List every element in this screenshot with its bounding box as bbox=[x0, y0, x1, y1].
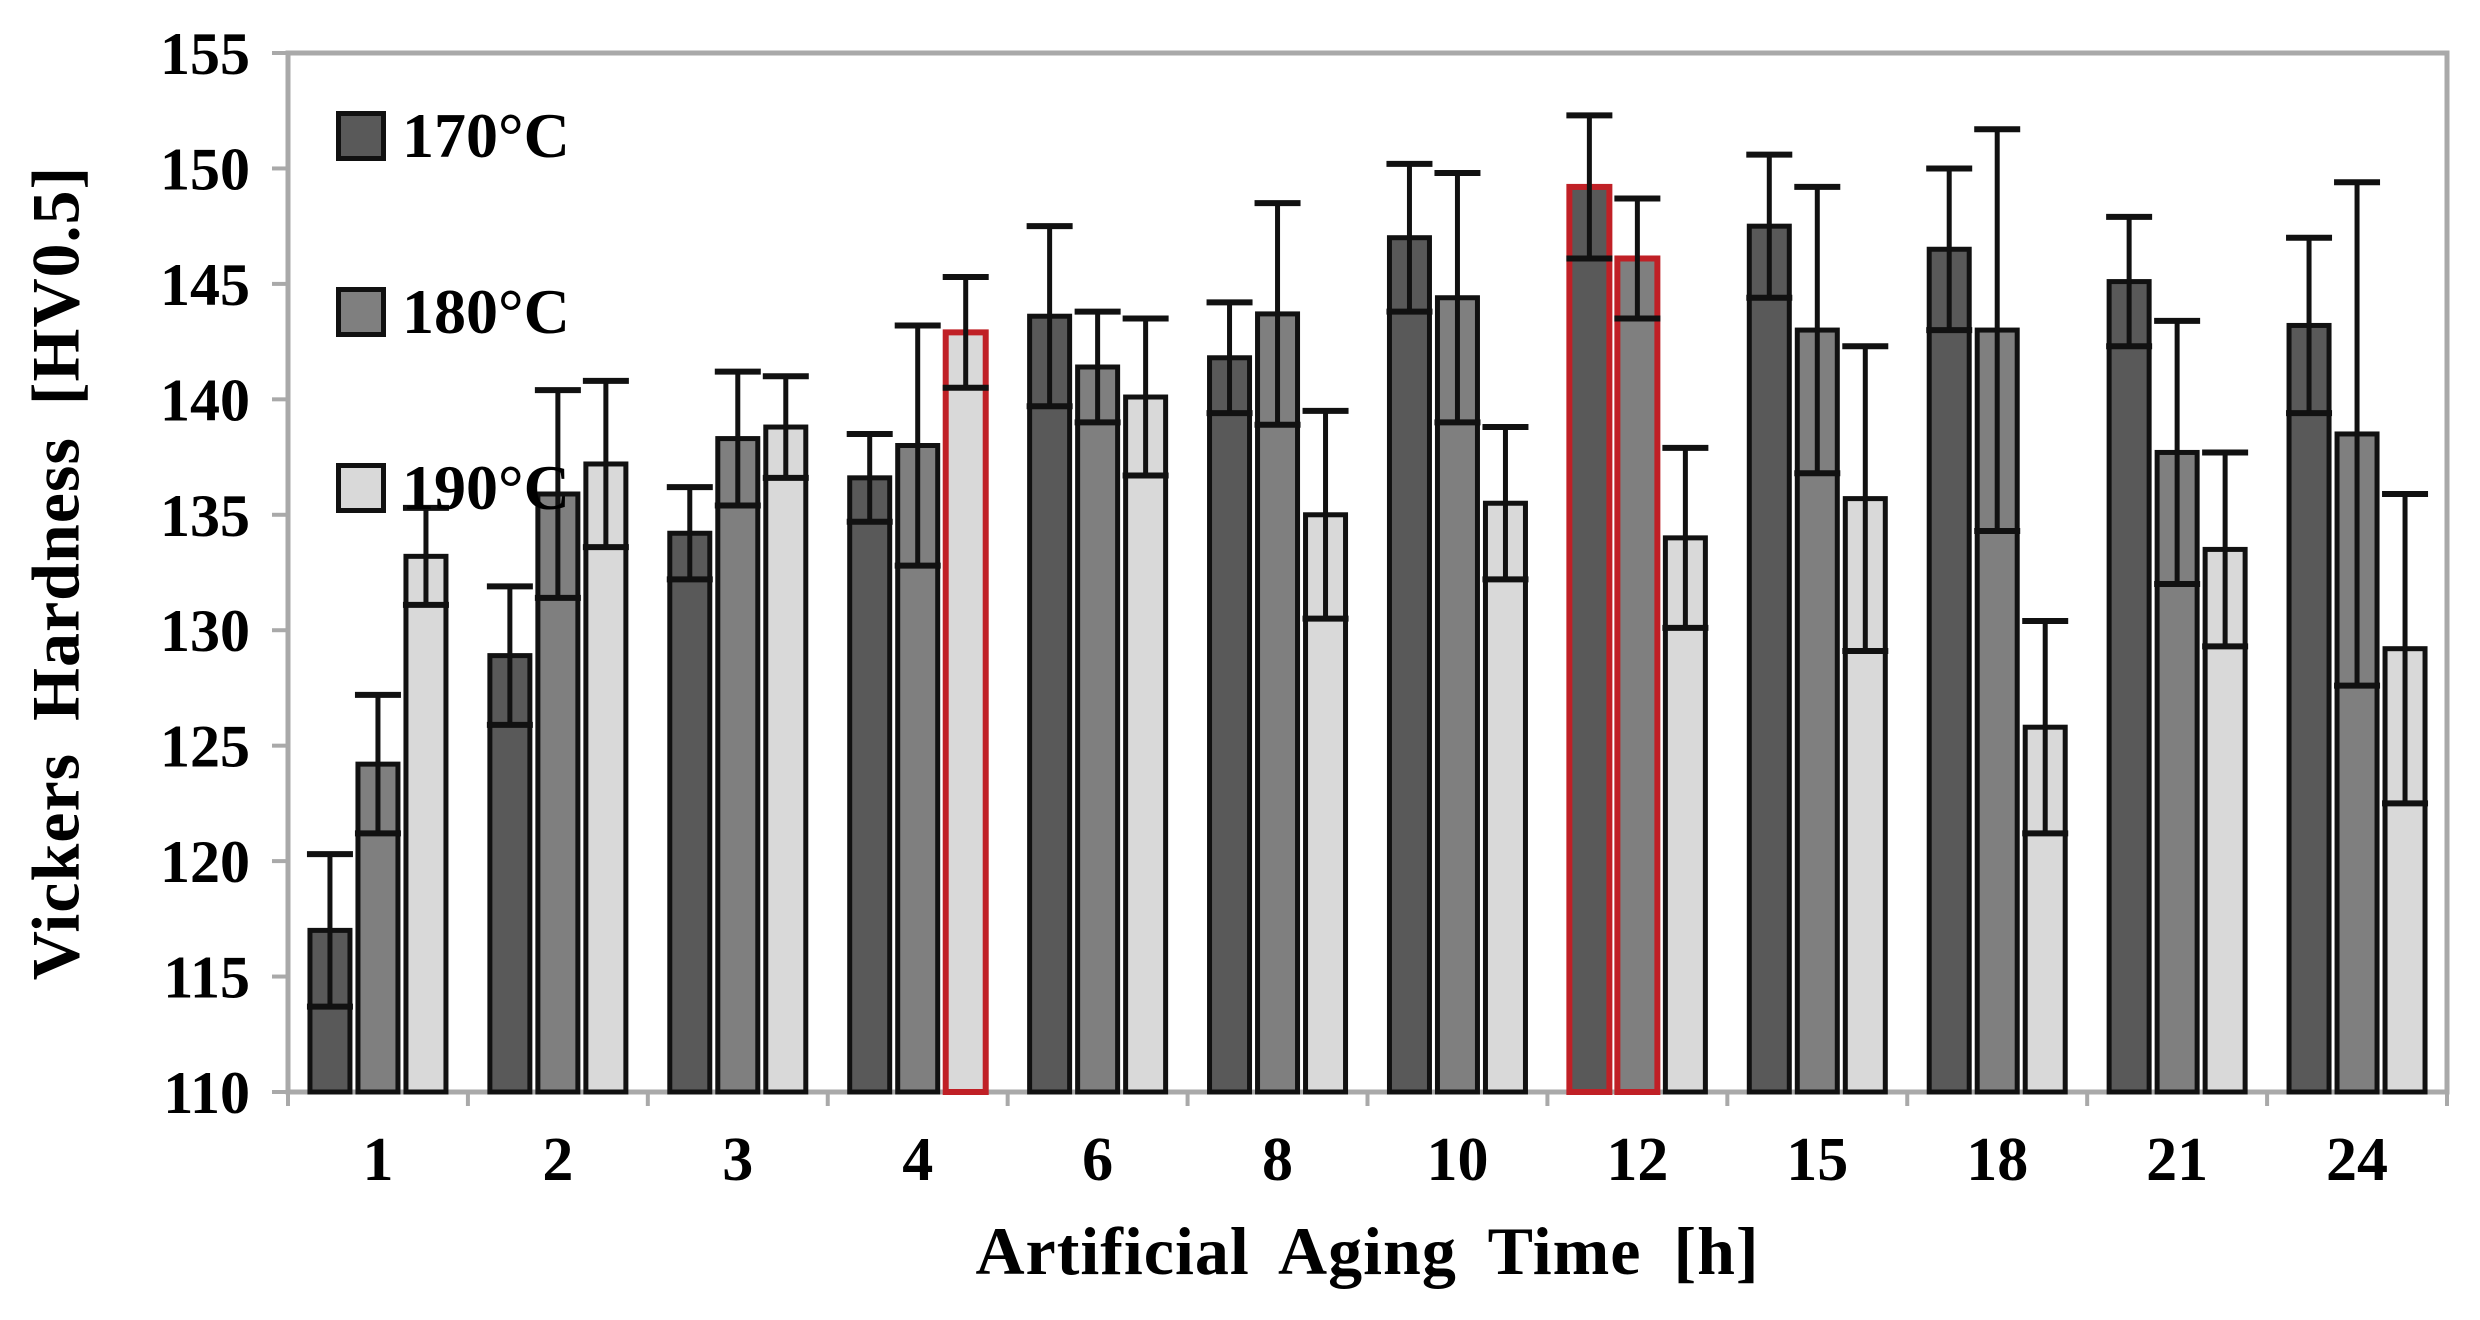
bar-180°C-3h bbox=[715, 436, 761, 1095]
y-tick-label-135: 135 bbox=[160, 483, 250, 549]
x-category-label-10h: 10 bbox=[1426, 1126, 1488, 1194]
legend-label-180c: 180°C bbox=[402, 276, 570, 347]
y-tick-label-155: 155 bbox=[160, 21, 250, 87]
bar-170°C-6h bbox=[1027, 313, 1073, 1095]
legend-item-170c: 170°C bbox=[336, 104, 570, 168]
legend-swatch-180c-icon bbox=[336, 287, 386, 337]
legend-swatch-190c-icon bbox=[336, 463, 386, 513]
y-tick-label-140: 140 bbox=[160, 367, 250, 433]
bar-190°C-6h bbox=[1123, 394, 1169, 1095]
bar-190°C-8h bbox=[1303, 512, 1349, 1095]
bar-170°C-10h bbox=[1386, 235, 1432, 1095]
bar-170°C-3h bbox=[667, 530, 713, 1095]
legend-item-180c: 180°C bbox=[336, 280, 570, 344]
y-tick-label-145: 145 bbox=[160, 252, 250, 318]
x-category-label-3h: 3 bbox=[722, 1126, 753, 1194]
x-category-label-12h: 12 bbox=[1606, 1126, 1668, 1194]
legend-swatch-170c-icon bbox=[336, 111, 386, 161]
x-category-label-8h: 8 bbox=[1262, 1126, 1293, 1194]
y-tick-label-120: 120 bbox=[160, 829, 250, 895]
y-axis-title: Vickers Hardness [HV0.5] bbox=[17, 165, 94, 981]
bar-180°C-12h bbox=[1614, 255, 1661, 1096]
y-tick-label-130: 130 bbox=[160, 598, 250, 664]
x-category-label-18h: 18 bbox=[1966, 1126, 2028, 1194]
y-tick-label-150: 150 bbox=[160, 136, 250, 202]
x-axis-title: Artificial Aging Time [h] bbox=[975, 1213, 1760, 1289]
legend: 170°C 180°C 190°C bbox=[336, 104, 570, 520]
y-tick-label-115: 115 bbox=[163, 945, 250, 1011]
bar-170°C-2h bbox=[487, 653, 533, 1095]
bar-170°C-8h bbox=[1207, 355, 1253, 1095]
y-tick-label-125: 125 bbox=[160, 714, 250, 780]
bar-170°C-12h bbox=[1566, 183, 1613, 1096]
bar-190°C-1h bbox=[403, 553, 449, 1095]
bar-190°C-3h bbox=[763, 424, 809, 1095]
legend-label-190c: 190°C bbox=[402, 452, 570, 523]
x-category-label-24h: 24 bbox=[2326, 1126, 2388, 1194]
x-category-label-15h: 15 bbox=[1786, 1126, 1848, 1194]
bar-180°C-6h bbox=[1075, 364, 1121, 1095]
bar-170°C-18h bbox=[1926, 246, 1972, 1095]
bar-190°C-2h bbox=[583, 461, 629, 1095]
bar-190°C-4h bbox=[942, 329, 989, 1095]
x-category-label-4h: 4 bbox=[902, 1126, 933, 1194]
bar-170°C-21h bbox=[2106, 279, 2152, 1095]
x-category-label-1h: 1 bbox=[362, 1126, 393, 1194]
bar-170°C-4h bbox=[847, 475, 893, 1095]
bar-170°C-15h bbox=[1746, 223, 1792, 1095]
x-category-label-2h: 2 bbox=[542, 1126, 573, 1194]
y-tick-label-110: 110 bbox=[163, 1060, 250, 1126]
legend-label-170c: 170°C bbox=[402, 100, 570, 171]
x-category-label-6h: 6 bbox=[1082, 1126, 1113, 1194]
bar-180°C-10h bbox=[1434, 295, 1480, 1095]
x-category-label-21h: 21 bbox=[2146, 1126, 2208, 1194]
bar-180°C-8h bbox=[1255, 311, 1301, 1095]
bar-170°C-24h bbox=[2286, 322, 2332, 1095]
legend-item-190c: 190°C bbox=[336, 456, 570, 520]
bar-190°C-10h bbox=[1482, 500, 1528, 1095]
